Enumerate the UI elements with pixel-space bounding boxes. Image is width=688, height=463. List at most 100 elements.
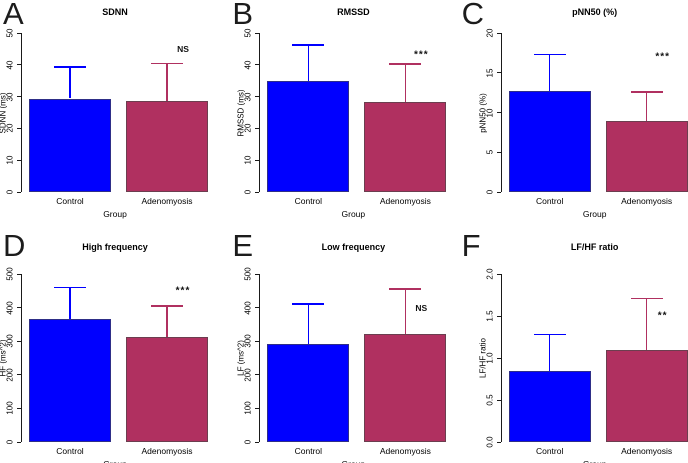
panel-letter: B: [232, 0, 254, 31]
category-label-control: Control: [56, 446, 84, 456]
y-tick-label: 200: [243, 368, 253, 382]
y-tick-label: 50: [243, 28, 253, 38]
y-tick-label: 300: [243, 334, 253, 348]
panel-f: F LF/HF ratio LF/HF ratio 0.0 0.5 1.0 1.5 2.0 Co…: [459, 228, 688, 463]
y-tick-label: 0: [485, 189, 495, 195]
chart-title: High frequency: [82, 242, 148, 252]
y-tick: [496, 32, 501, 34]
y-tick: [17, 64, 21, 66]
y-tick: [17, 96, 21, 98]
x-axis-label: Group: [103, 459, 127, 463]
y-tick-label: 200: [5, 368, 15, 382]
y-tick: [17, 32, 21, 34]
y-tick-label: 40: [243, 60, 253, 70]
y-tick-label: 0.5: [485, 394, 495, 406]
y-tick: [255, 159, 260, 161]
error-bar-control: [307, 304, 310, 344]
y-tick: [255, 96, 260, 98]
y-tick-label: 1.0: [485, 352, 495, 364]
y-axis-line: [21, 33, 22, 192]
y-tick: [496, 441, 501, 443]
bar-adenomyosis: [364, 102, 447, 192]
y-tick: [496, 273, 501, 275]
bar-adenomyosis: [126, 336, 208, 442]
panel-letter: A: [3, 0, 24, 31]
x-axis-label: Group: [103, 209, 127, 219]
error-cap-adenomyosis: [630, 91, 663, 93]
bar-adenomyosis: [126, 101, 208, 192]
category-label-control: Control: [535, 196, 564, 206]
significance-marker: NS: [177, 43, 189, 54]
y-tick: [496, 72, 501, 74]
category-label-adenomyosis: Adenomyosis: [141, 446, 193, 456]
y-tick-label: 100: [243, 401, 253, 416]
y-tick-label: 30: [243, 92, 253, 102]
y-axis-line: [500, 33, 502, 192]
y-tick-label: 400: [243, 300, 253, 315]
category-label-control: Control: [294, 446, 323, 456]
y-tick-label: 300: [5, 334, 15, 348]
y-tick: [17, 307, 21, 309]
category-label-adenomyosis: Adenomyosis: [379, 196, 431, 206]
significance-marker: ***: [655, 51, 670, 63]
bar-adenomyosis: [364, 334, 447, 442]
y-tick-label: 20: [243, 123, 253, 133]
y-tick-label: 40: [5, 60, 15, 70]
significance-marker: NS: [415, 302, 428, 313]
category-label-adenomyosis: Adenomyosis: [621, 196, 673, 206]
y-tick-label: 15: [485, 68, 495, 78]
y-tick: [17, 374, 21, 376]
error-cap-control: [292, 44, 325, 46]
bar-adenomyosis: [605, 349, 688, 442]
y-tick: [255, 407, 260, 409]
category-label-adenomyosis: Adenomyosis: [379, 446, 431, 456]
y-tick-label: 0: [5, 189, 15, 195]
significance-marker: **: [657, 310, 668, 322]
error-bar-control: [69, 287, 71, 320]
y-tick-label: 20: [485, 28, 495, 38]
panel-d: D High frequency HF (ms^2) 0 100 200 300 400 500…: [0, 228, 229, 463]
y-axis-line: [259, 33, 261, 192]
y-tick: [17, 191, 21, 193]
bar-control: [29, 98, 111, 192]
error-cap-control: [533, 53, 566, 56]
y-tick-label: 5: [485, 150, 495, 155]
error-bar-adenomyosis: [404, 289, 407, 335]
y-tick-label: 0: [5, 439, 15, 445]
x-axis-label: Group: [583, 459, 607, 463]
error-cap-adenomyosis: [630, 297, 663, 300]
error-cap-control: [54, 286, 86, 289]
error-bar-adenomyosis: [166, 305, 168, 337]
chart-title: RMSSD: [337, 7, 370, 17]
error-cap-control: [54, 66, 86, 68]
error-bar-control: [548, 334, 551, 371]
error-bar-adenomyosis: [404, 64, 407, 102]
category-label-control: Control: [294, 196, 323, 206]
bar-control: [29, 319, 111, 442]
y-tick-label: 10: [243, 155, 253, 165]
error-bar-adenomyosis: [645, 91, 648, 122]
panel-letter: C: [461, 0, 485, 31]
y-tick: [255, 32, 260, 34]
y-tick-label: 2.0: [485, 268, 495, 280]
panel-b: B RMSSD RMSSD (ms) 0 10 20 30 40 50 Control Adenom…: [229, 0, 458, 232]
bar-control: [508, 91, 591, 192]
y-tick: [17, 273, 21, 275]
y-tick-label: 500: [243, 267, 253, 281]
y-tick: [255, 307, 260, 309]
y-tick: [255, 127, 260, 129]
y-tick: [17, 407, 21, 409]
y-tick-label: 100: [5, 401, 15, 416]
y-tick: [17, 441, 21, 443]
error-cap-adenomyosis: [151, 62, 183, 65]
significance-marker: ***: [175, 285, 191, 297]
y-tick-label: 10: [485, 108, 495, 117]
y-tick: [255, 374, 260, 376]
y-tick: [496, 357, 501, 359]
bar-control: [267, 81, 350, 192]
y-tick-label: 1.5: [485, 310, 495, 322]
y-tick-label: 50: [5, 28, 15, 38]
bar-control: [508, 370, 591, 442]
